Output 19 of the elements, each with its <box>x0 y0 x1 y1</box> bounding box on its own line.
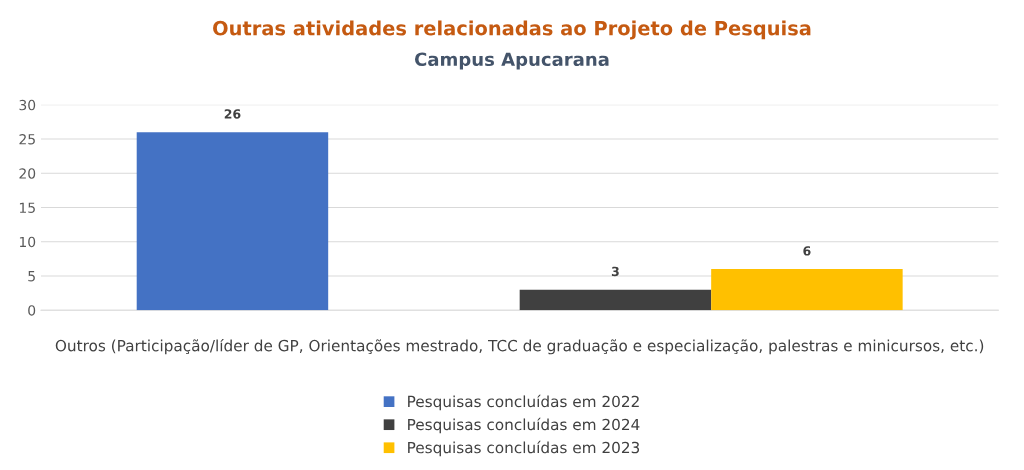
bar <box>136 132 329 311</box>
x-tick-label: Outros (Participação/líder de GP, Orientações mestrado, TCC de graduação e especialização, palestras e minicursos, etc.) <box>55 338 984 355</box>
y-tick-label: 0 <box>28 305 36 316</box>
data-label: 26 <box>224 109 241 119</box>
bar <box>711 269 903 311</box>
data-label: 6 <box>803 246 811 256</box>
y-tick-label: 15 <box>19 202 35 213</box>
chart-subtitle: Campus Apucarana <box>414 52 609 70</box>
legend-label: Pesquisas concluídas em 2022 <box>408 394 639 411</box>
legend-label: Pesquisas concluídas em 2024 <box>408 417 640 434</box>
y-tick-label: 10 <box>19 236 36 248</box>
y-tick-label: 20 <box>19 168 36 179</box>
bar <box>519 289 712 311</box>
y-tick-label: 30 <box>19 99 36 111</box>
data-label: 3 <box>611 266 619 277</box>
chart-title: Outras atividades relacionadas ao Projeto de Pesquisa <box>213 20 811 40</box>
legend-label: Pesquisas concluídas em 2023 <box>408 440 640 457</box>
y-tick-label: 25 <box>19 134 35 145</box>
y-tick-label: 5 <box>28 271 35 282</box>
